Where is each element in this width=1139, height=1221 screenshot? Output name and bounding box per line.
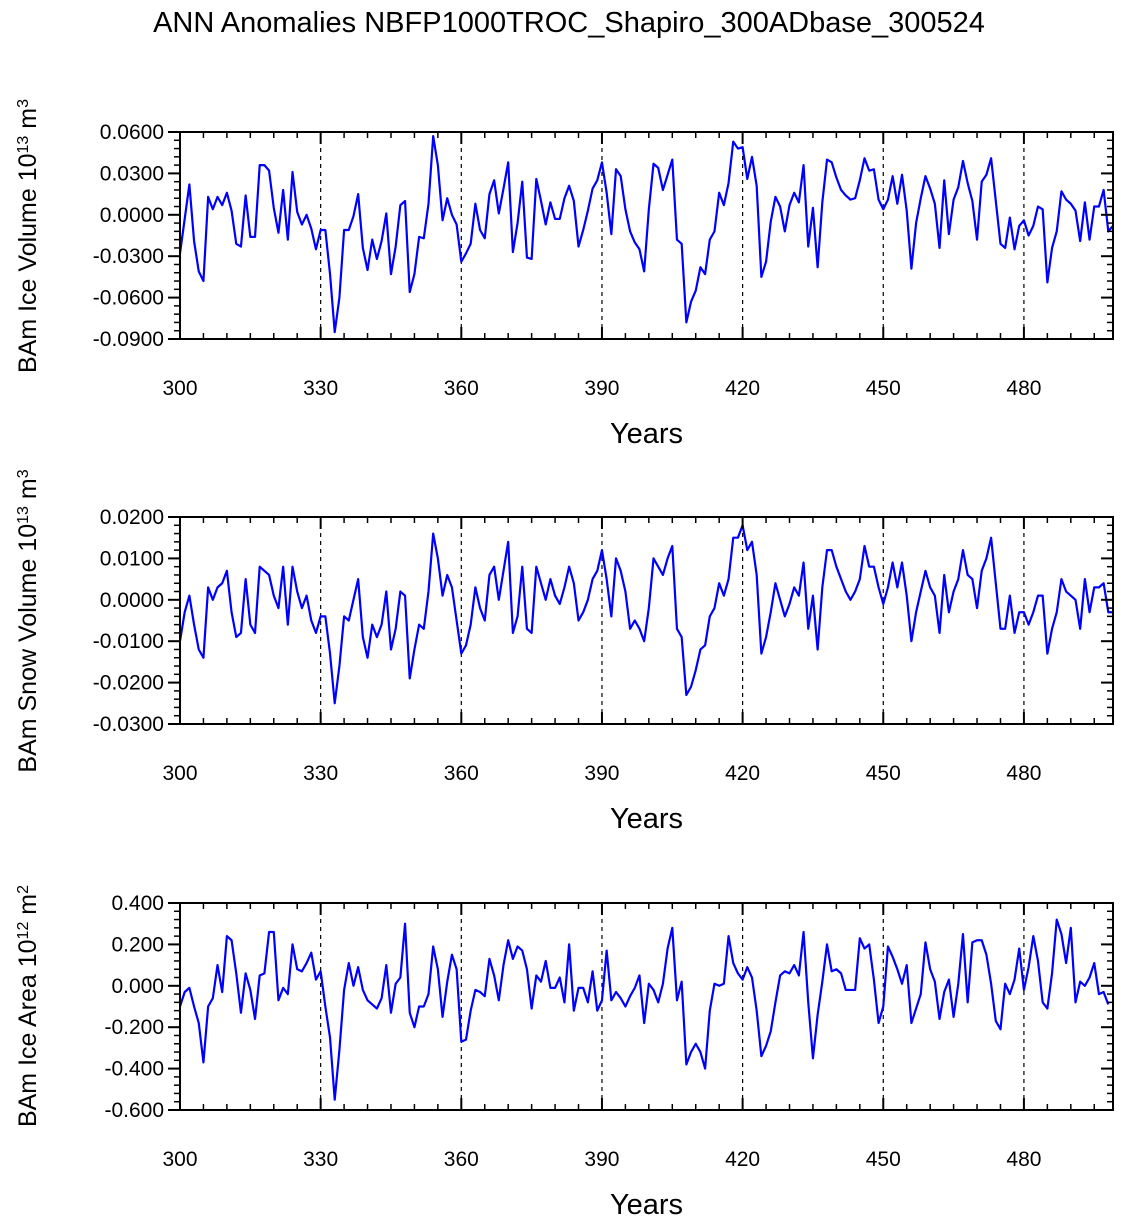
x-axis-title: Years xyxy=(610,418,683,450)
y-axis-title-text: m xyxy=(14,478,42,506)
y-axis-title-superscript: 3 xyxy=(15,469,32,478)
x-tick-label: 480 xyxy=(1006,377,1041,400)
x-tick-label: 300 xyxy=(162,762,197,785)
x-tick-label: 300 xyxy=(162,377,197,400)
y-axis-title-superscript: 13 xyxy=(15,136,32,154)
x-tick-label: 390 xyxy=(584,1148,619,1171)
y-tick-label: -0.0300 xyxy=(93,713,164,736)
y-axis-title-text: BAm Ice Volume 10 xyxy=(14,153,42,373)
plot-frame xyxy=(179,516,1114,725)
x-tick-label: 360 xyxy=(444,762,479,785)
y-axis-title-superscript: 3 xyxy=(15,99,32,108)
y-axis-title: BAm Snow Volume 1013 m3 xyxy=(14,469,42,772)
y-tick-label: -0.200 xyxy=(104,1016,164,1039)
chart-panel-1: 300 330 360 390 420 450 480 0.0600 0.0300 0.0000 -… xyxy=(14,99,1114,450)
x-tick-label: 480 xyxy=(1006,762,1041,785)
y-axis-title-superscript: 2 xyxy=(15,885,32,894)
y-tick-label: 0.0200 xyxy=(100,506,164,529)
y-tick-label: -0.0300 xyxy=(93,245,164,268)
y-tick-label: -0.0600 xyxy=(93,287,164,310)
x-tick-label: 450 xyxy=(866,1148,901,1171)
y-axis-title-text: BAm Snow Volume 10 xyxy=(14,524,42,773)
x-tick-label: 420 xyxy=(725,377,760,400)
y-axis-title-text: m xyxy=(14,108,42,136)
series-line xyxy=(178,135,1114,334)
x-tick-label: 330 xyxy=(303,762,338,785)
x-tick-label: 420 xyxy=(725,1148,760,1171)
y-tick-label: 0.400 xyxy=(111,892,164,915)
y-tick-label: 0.0100 xyxy=(100,547,164,570)
x-tick-label: 360 xyxy=(444,377,479,400)
x-axis-title: Years xyxy=(610,803,683,835)
y-axis-title-text: BAm Ice Area 10 xyxy=(14,939,42,1127)
x-tick-label: 450 xyxy=(866,762,901,785)
series-line xyxy=(178,918,1110,1101)
y-tick-label: 0.200 xyxy=(111,933,164,956)
y-axis-title-superscript: 12 xyxy=(15,922,32,940)
y-tick-label: 0.0600 xyxy=(100,121,164,144)
y-tick-label: -0.400 xyxy=(104,1058,164,1081)
y-tick-label: -0.600 xyxy=(104,1099,164,1122)
y-axis-title-superscript: 13 xyxy=(15,506,32,524)
plot-frame xyxy=(179,902,1114,1111)
x-tick-label: 390 xyxy=(584,377,619,400)
y-tick-label: -0.0900 xyxy=(93,328,164,351)
y-tick-label: 0.0000 xyxy=(100,204,164,227)
y-tick-label: 0.000 xyxy=(111,975,164,998)
x-tick-label: 420 xyxy=(725,762,760,785)
plot-frame xyxy=(179,131,1114,340)
x-tick-label: 330 xyxy=(303,1148,338,1171)
x-tick-label: 390 xyxy=(584,762,619,785)
x-tick-label: 450 xyxy=(866,377,901,400)
y-tick-label: 0.0300 xyxy=(100,162,164,185)
x-tick-label: 360 xyxy=(444,1148,479,1171)
x-axis-title: Years xyxy=(610,1189,683,1221)
chart-panel-3: 300 330 360 390 420 450 480 0.400 0.200 0.000 -0.2… xyxy=(14,885,1114,1221)
x-tick-label: 480 xyxy=(1006,1148,1041,1171)
chart-panel-2: 300 330 360 390 420 450 480 0.0200 0.0100 0.0000 -… xyxy=(14,469,1114,835)
y-axis-title: BAm Ice Area 1012 m2 xyxy=(14,885,42,1127)
figure-title: ANN Anomalies NBFP1000TROC_Shapiro_300AD… xyxy=(153,7,985,39)
y-tick-label: -0.0100 xyxy=(93,630,164,653)
x-tick-label: 300 xyxy=(162,1148,197,1171)
x-tick-label: 330 xyxy=(303,377,338,400)
y-tick-label: 0.0000 xyxy=(100,589,164,612)
y-axis-title-text: m xyxy=(14,894,42,922)
y-tick-label: -0.0200 xyxy=(93,672,164,695)
series-line xyxy=(178,524,1113,705)
y-axis-title: BAm Ice Volume 1013 m3 xyxy=(14,99,42,373)
